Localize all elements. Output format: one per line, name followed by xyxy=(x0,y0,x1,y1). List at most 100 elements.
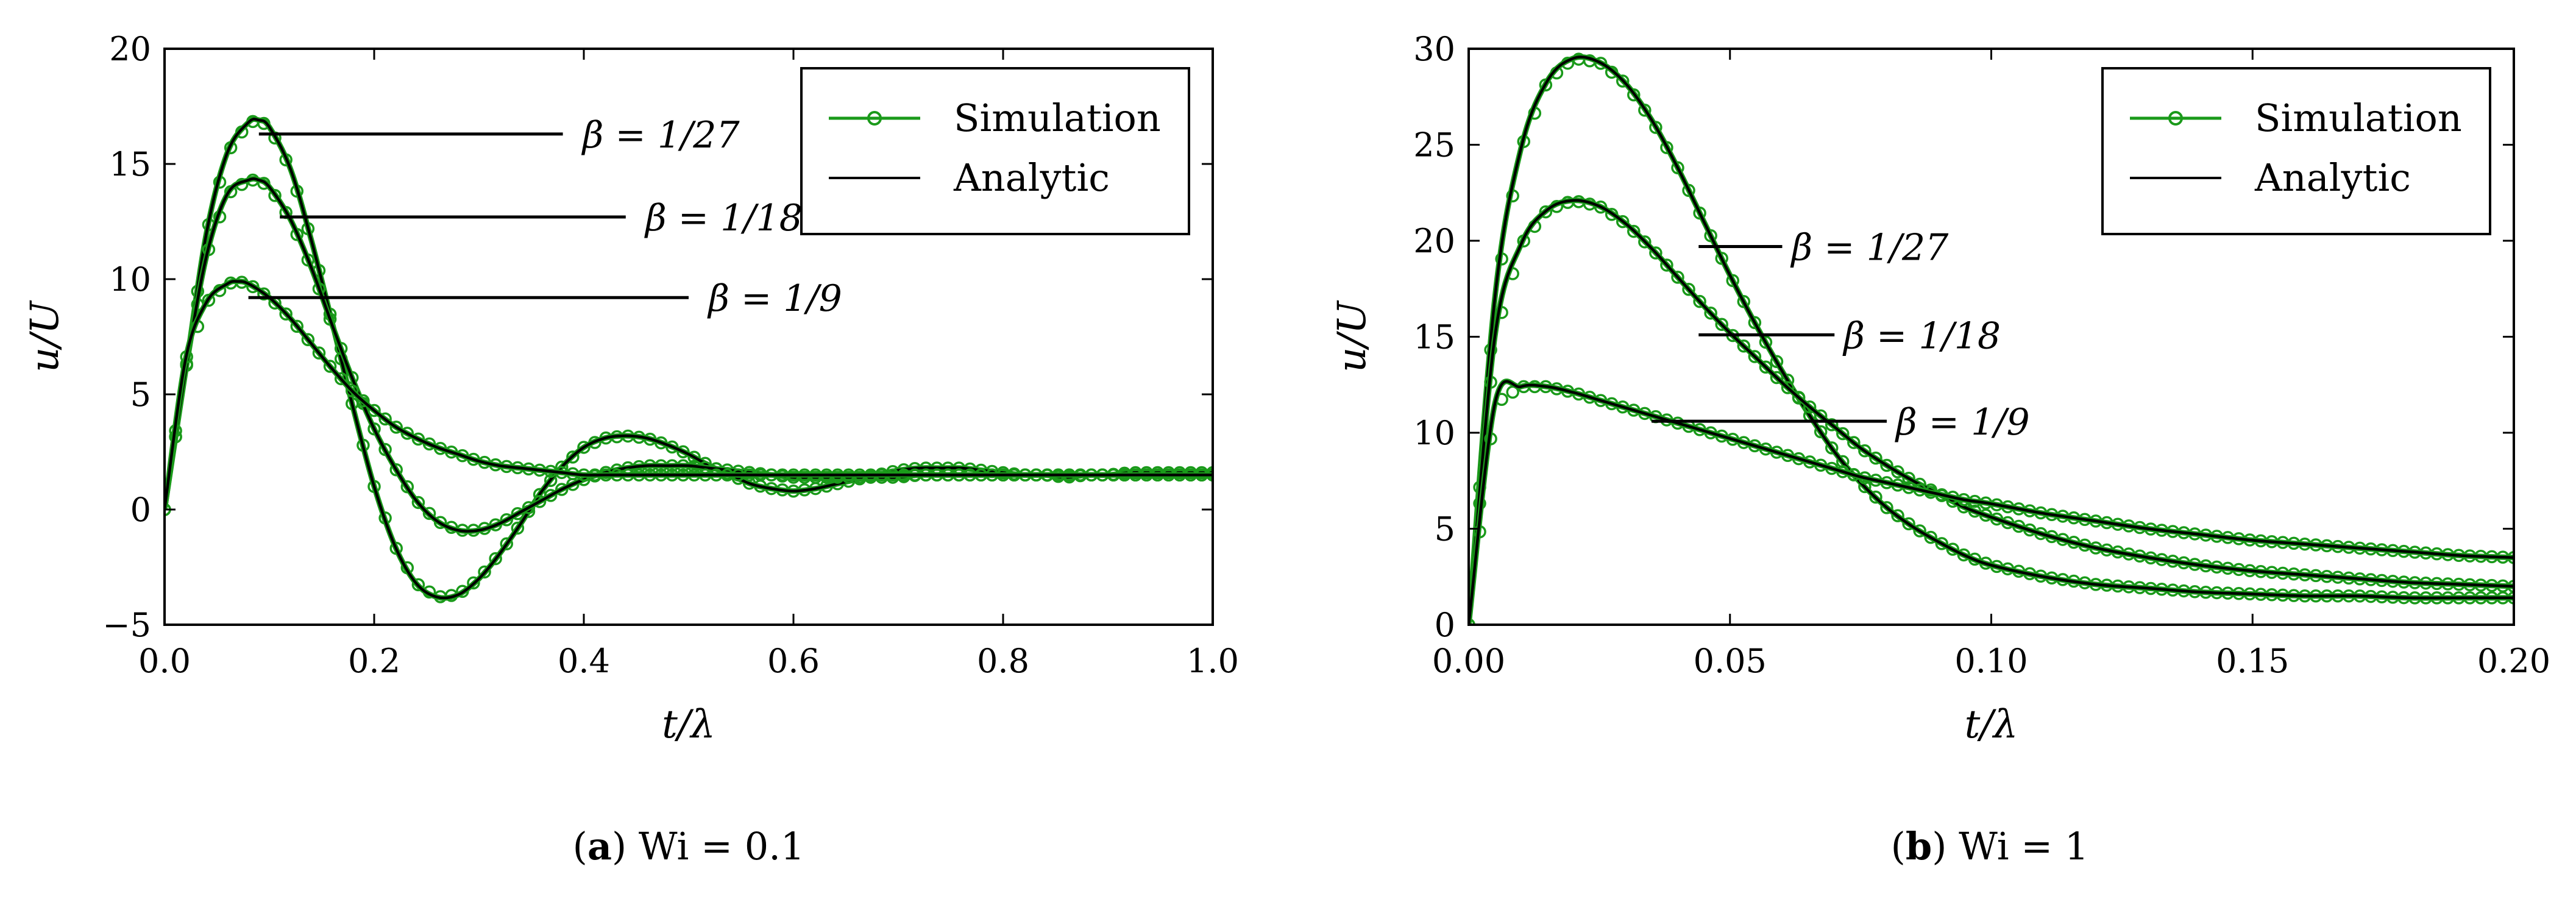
simulation-marker xyxy=(1638,235,1652,249)
simulation-marker xyxy=(1825,441,1839,455)
annotation: β = 1/9 xyxy=(1652,401,2030,444)
simulation-marker xyxy=(1803,400,1817,414)
legend-simulation-marker xyxy=(2168,111,2183,126)
simulation-marker xyxy=(544,474,558,488)
simulation-marker xyxy=(1495,305,1508,319)
simulation-marker xyxy=(1924,530,1937,544)
simulation-marker xyxy=(257,116,271,130)
simulation-marker xyxy=(1539,205,1553,219)
annotation: β = 1/18 xyxy=(1698,314,2001,357)
simulation-marker xyxy=(433,441,447,455)
caption-close-paren: ) xyxy=(1932,824,1959,869)
y-tick-label: 0 xyxy=(130,491,151,529)
y-tick-label: 20 xyxy=(109,30,151,68)
simulation-marker xyxy=(1781,381,1795,394)
simulation-marker xyxy=(511,521,525,535)
simulation-marker xyxy=(389,541,403,555)
simulation-marker xyxy=(411,432,425,446)
simulation-marker xyxy=(555,483,569,496)
annotation: β = 1/27 xyxy=(1698,226,1949,269)
simulation-marker xyxy=(389,421,403,434)
simulation-marker xyxy=(1946,542,1960,556)
analytic-line xyxy=(1469,380,2514,625)
plot-area xyxy=(165,115,1213,603)
simulation-marker xyxy=(1825,418,1839,432)
simulation-marker xyxy=(389,463,403,477)
chart-panel-b: 0.00 0.05 0.10 0.15 0.20 0 5 10 15 20 25 30 t/λ u/U β … xyxy=(1330,30,2550,869)
simulation-marker xyxy=(500,537,514,551)
simulation-marker xyxy=(367,480,381,493)
simulation-marker xyxy=(1693,294,1706,308)
simulation-marker xyxy=(400,480,414,494)
simulation-marker xyxy=(1539,78,1553,92)
panel-caption: (a) Wi = 0.1 xyxy=(573,824,805,869)
x-tick-label: 0.2 xyxy=(348,642,400,680)
simulation-marker xyxy=(235,125,249,139)
simulation-marker xyxy=(1726,274,1740,288)
plot-area xyxy=(1469,52,2514,625)
x-tick-label: 0.10 xyxy=(1954,642,2028,680)
y-tick-label: 10 xyxy=(109,260,151,299)
simulation-marker xyxy=(444,445,458,459)
simulation-marker xyxy=(533,495,547,508)
annotation-label: β = 1/9 xyxy=(707,277,842,320)
simulation-marker xyxy=(1627,224,1641,238)
y-tick-label: −5 xyxy=(102,606,151,644)
caption-close-paren: ) xyxy=(612,824,639,869)
analytic-line xyxy=(1469,199,2514,625)
simulation-marker xyxy=(367,422,381,436)
simulation-marker xyxy=(224,185,238,199)
annotation: β = 1/9 xyxy=(248,277,842,320)
simulation-marker xyxy=(478,565,491,579)
simulation-marker xyxy=(1759,335,1773,349)
analytic-line xyxy=(1469,55,2514,625)
simulation-marker xyxy=(1649,121,1662,134)
simulation-marker xyxy=(1715,252,1728,265)
y-axis-label: u/U xyxy=(1330,300,1375,372)
simulation-marker xyxy=(1748,350,1762,363)
simulation-marker xyxy=(312,346,326,360)
x-tick-label: 0.0 xyxy=(138,642,191,680)
simulation-marker xyxy=(323,312,337,326)
simulation-marker xyxy=(367,403,381,418)
simulation-marker xyxy=(566,450,580,464)
y-tick-label: 20 xyxy=(1413,222,1455,260)
simulation-marker xyxy=(378,442,392,457)
simulation-marker xyxy=(1869,451,1882,465)
annotation-label: β = 1/27 xyxy=(1790,226,1950,269)
chart-panel-a: 0.0 0.2 0.4 0.6 0.8 1.0 −5 0 5 10 15 20 t/λ u/U β = 1/… xyxy=(23,30,1239,869)
simulation-marker xyxy=(489,552,502,566)
simulation-marker xyxy=(665,440,679,454)
annotation: β = 1/27 xyxy=(258,114,740,157)
simulation-marker xyxy=(588,436,601,449)
y-tick-label: 5 xyxy=(1435,510,1455,549)
simulation-marker xyxy=(1913,524,1926,538)
x-tick-label: 0.20 xyxy=(2477,642,2550,680)
simulation-marker xyxy=(1704,306,1717,320)
y-tick-label: 5 xyxy=(130,375,151,414)
simulation-marker xyxy=(1605,207,1619,221)
legend: Simulation Analytic xyxy=(2101,67,2491,235)
panel-caption: (b) Wi = 1 xyxy=(1891,824,2089,869)
simulation-marker xyxy=(522,501,536,514)
simulation-marker xyxy=(1649,246,1662,260)
caption-panel-letter: a xyxy=(587,824,612,869)
simulation-marker xyxy=(1737,339,1751,353)
annotation-label: β = 1/18 xyxy=(644,197,803,240)
series-3 xyxy=(1469,378,2514,625)
simulation-marker xyxy=(1968,552,1982,566)
simulation-marker xyxy=(1858,480,1872,494)
simulation-marker xyxy=(1594,57,1608,70)
simulation-marker xyxy=(1990,512,2004,526)
legend-simulation-label: Simulation xyxy=(954,96,1161,140)
simulation-marker xyxy=(1814,425,1828,439)
y-tick-label: 0 xyxy=(1435,606,1455,644)
legend-simulation-marker xyxy=(867,111,882,126)
simulation-marker xyxy=(1594,201,1608,214)
caption-open-paren: ( xyxy=(1891,824,1906,869)
simulation-marker xyxy=(1792,391,1806,404)
y-tick-label: 30 xyxy=(1413,30,1455,68)
simulation-marker xyxy=(1891,509,1904,522)
series-1 xyxy=(1469,52,2514,625)
